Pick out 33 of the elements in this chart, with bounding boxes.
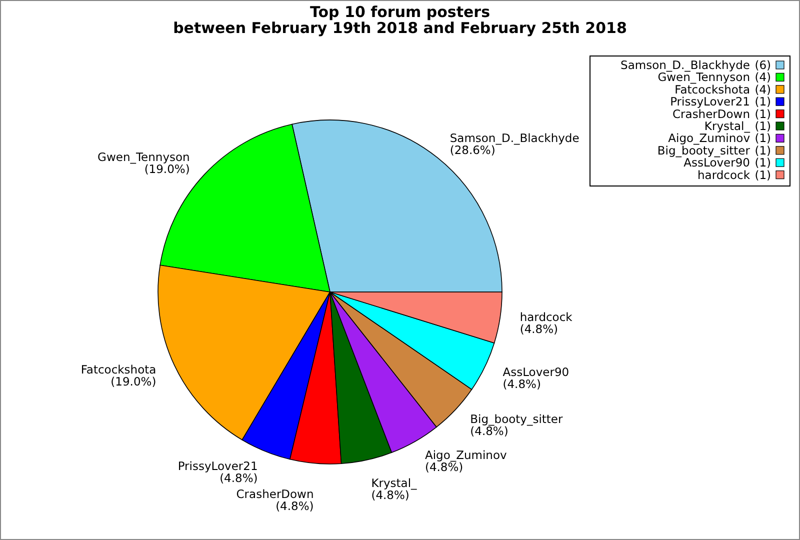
legend-label: Krystal_: [704, 119, 750, 133]
slice-label: Aigo_Zuminov: [424, 448, 507, 462]
legend-label: hardcock: [697, 168, 750, 182]
text: (1): [754, 106, 771, 121]
legend-label: PrissyLover21: [670, 94, 750, 109]
data-label: (4.8%): [220, 470, 258, 485]
text: (1): [754, 168, 771, 182]
data-label: (28.6%): [450, 142, 496, 157]
data-label: (19.0%): [110, 374, 156, 389]
text: (1): [754, 156, 771, 170]
legend-label: Samson_D._Blackhyde: [620, 58, 750, 72]
data-label: (4.8%): [276, 498, 314, 513]
chart-subtitle: between February 19th 2018 and February 25th 2018: [173, 19, 627, 37]
slice-label: Fatcockshota: [80, 362, 156, 377]
chart-title: Top 10 forum posters: [310, 3, 490, 21]
text: (4): [754, 70, 771, 84]
text: (6): [754, 58, 771, 72]
slice-label: PrissyLover21: [178, 458, 258, 473]
slice-label: Samson_D._Blackhyde: [450, 130, 580, 145]
text: (1): [754, 119, 771, 133]
data-label: (4.8%): [502, 376, 541, 391]
slice-label: Big_booty_sitter: [470, 412, 564, 426]
legend-label: CrasherDown: [672, 106, 750, 121]
slice-label: Krystal_: [371, 476, 418, 490]
text: (1): [754, 143, 771, 158]
text: (4): [754, 82, 771, 96]
data-label: (4.8%): [520, 322, 558, 336]
text: (1): [754, 94, 771, 109]
slice-label: hardcock: [520, 310, 573, 324]
text: (1): [754, 131, 771, 146]
slice-label: Gwen_Tennyson: [98, 150, 190, 164]
slice-label: CrasherDown: [236, 486, 314, 501]
slice-label: AssLover90: [502, 364, 570, 379]
